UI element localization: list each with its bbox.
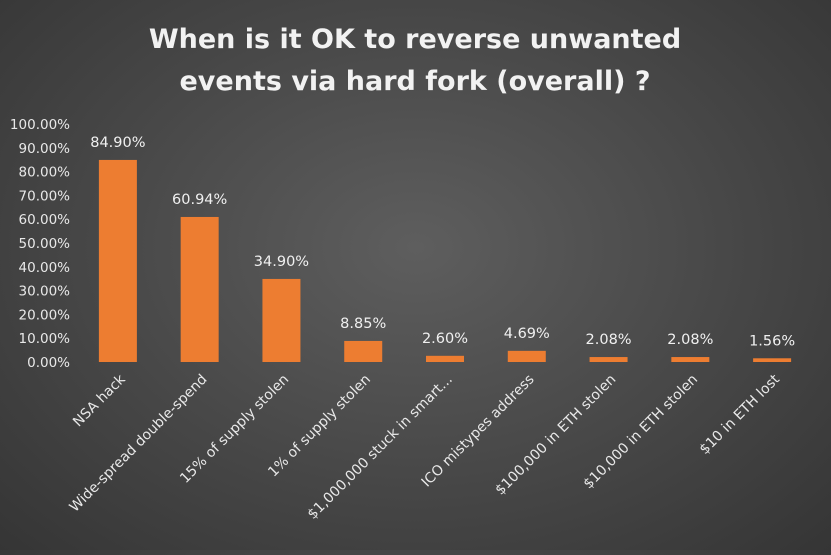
data-label: 34.90% [254, 254, 309, 270]
y-axis: 0.00% 10.00% 20.00% 30.00% 40.00% 50.00% 60.00… [10, 117, 70, 371]
data-label: 2.60% [422, 331, 468, 347]
y-tick-label: 70.00% [19, 188, 71, 204]
bar [507, 350, 546, 362]
y-tick-label: 30.00% [19, 284, 71, 300]
y-tick-label: 80.00% [19, 165, 71, 181]
bar [753, 358, 792, 362]
bar [98, 159, 137, 362]
data-label: 4.69% [504, 326, 550, 342]
x-tick-label: $10 in ETH lost [697, 371, 784, 458]
y-tick-label: 100.00% [10, 117, 70, 133]
data-label: 84.90% [90, 135, 145, 151]
x-tick-label: NSA hack [70, 371, 129, 430]
bar [180, 216, 219, 362]
data-label: 8.85% [340, 316, 386, 332]
y-tick-label: 60.00% [19, 212, 71, 228]
data-label: 2.08% [586, 332, 632, 348]
bar [671, 357, 710, 362]
bar [589, 357, 628, 362]
y-tick-label: 10.00% [19, 331, 71, 347]
y-tick-label: 20.00% [19, 307, 71, 323]
y-tick-label: 40.00% [19, 260, 71, 276]
y-tick-label: 0.00% [27, 355, 70, 371]
bar [426, 355, 464, 362]
data-label: 2.08% [667, 332, 713, 348]
x-tick-label: $1,000,000 stuck in smart... [305, 372, 456, 523]
data-label: 60.94% [172, 192, 227, 208]
data-labels: 84.90% 60.94% 34.90% 8.85% 2.60% 4.69% 2.08% 2.… [90, 135, 795, 349]
bar-series [98, 159, 792, 362]
x-tick-label: Wide-spread double-spend [67, 372, 211, 516]
data-label: 1.56% [749, 333, 795, 349]
chart-title-line-1: When is it OK to reverse unwanted [149, 24, 681, 55]
y-tick-label: 50.00% [19, 236, 71, 252]
y-tick-label: 90.00% [19, 141, 71, 157]
bar [344, 340, 383, 362]
bar [262, 278, 301, 362]
chart-title-line-2: events via hard fork (overall) ? [180, 66, 651, 97]
